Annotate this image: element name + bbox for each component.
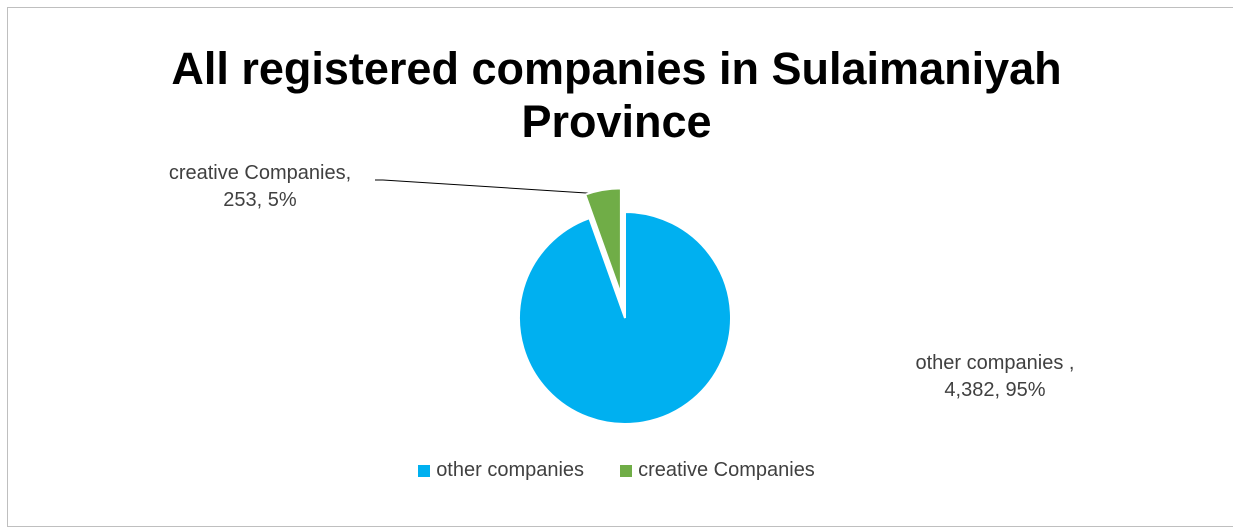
data-label-other: other companies , 4,382, 95% <box>880 350 1110 404</box>
chart-title: All registered companies in Sulaimaniyah… <box>0 42 1233 148</box>
pie-slice-creative-companies <box>583 187 622 295</box>
legend: other companies creative Companies <box>0 459 1233 482</box>
pie-slice-other-companies <box>518 210 732 425</box>
legend-item-creative: creative Companies <box>620 459 815 482</box>
legend-swatch-other <box>418 464 431 477</box>
legend-label-creative: creative Companies <box>638 459 815 481</box>
chart-title-line-1: All registered companies in Sulaimaniyah <box>171 43 1062 94</box>
pie-chart <box>375 179 732 425</box>
data-label-creative-line-1: creative Companies, <box>168 162 352 184</box>
legend-label-other: other companies <box>436 459 585 481</box>
data-label-creative: creative Companies, 253, 5% <box>140 160 380 214</box>
data-label-other-line-1: other companies , <box>915 352 1075 374</box>
data-label-creative-line-2: 253, 5% <box>223 189 297 211</box>
leader-line-creative <box>382 179 603 195</box>
legend-item-other: other companies <box>418 459 584 482</box>
data-label-other-line-2: 4,382, 95% <box>944 379 1046 401</box>
chart-title-line-2: Province <box>521 96 712 147</box>
pie-slices <box>518 187 732 425</box>
legend-swatch-creative <box>620 464 633 477</box>
